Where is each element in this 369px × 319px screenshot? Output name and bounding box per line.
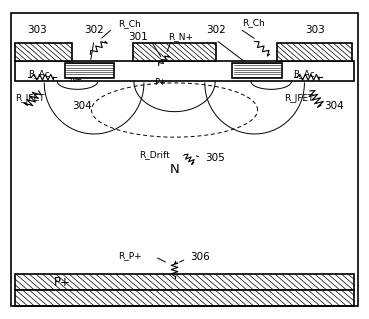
- Text: 302: 302: [206, 25, 226, 35]
- Bar: [15, 274, 354, 290]
- Bar: [232, 63, 282, 78]
- Text: 302: 302: [84, 25, 104, 35]
- Bar: [65, 63, 114, 78]
- Text: P+: P+: [54, 276, 71, 289]
- Text: R_Ac: R_Ac: [293, 70, 315, 78]
- Text: 303: 303: [306, 25, 325, 35]
- Text: R_Ch: R_Ch: [242, 18, 265, 27]
- Text: P+: P+: [155, 78, 166, 87]
- Bar: [15, 290, 354, 306]
- Text: R_Ch: R_Ch: [118, 19, 141, 28]
- Bar: [133, 43, 216, 61]
- Bar: [15, 43, 72, 61]
- Text: N+: N+: [69, 75, 82, 84]
- Text: R_JFET: R_JFET: [284, 94, 314, 103]
- Text: R_Ac: R_Ac: [28, 70, 49, 78]
- Text: 306: 306: [190, 252, 210, 263]
- Bar: [15, 61, 354, 81]
- Text: N: N: [170, 163, 179, 175]
- Text: 304: 304: [72, 101, 92, 111]
- Text: R_P+: R_P+: [118, 251, 142, 260]
- Text: 304: 304: [324, 101, 344, 111]
- Text: R_JFET: R_JFET: [15, 94, 44, 103]
- Text: 303: 303: [27, 25, 47, 35]
- Text: R_Drift: R_Drift: [139, 150, 170, 159]
- Bar: [277, 43, 352, 61]
- Text: R_N+: R_N+: [168, 32, 193, 41]
- Text: 305: 305: [205, 153, 225, 163]
- Text: 301: 301: [128, 32, 148, 42]
